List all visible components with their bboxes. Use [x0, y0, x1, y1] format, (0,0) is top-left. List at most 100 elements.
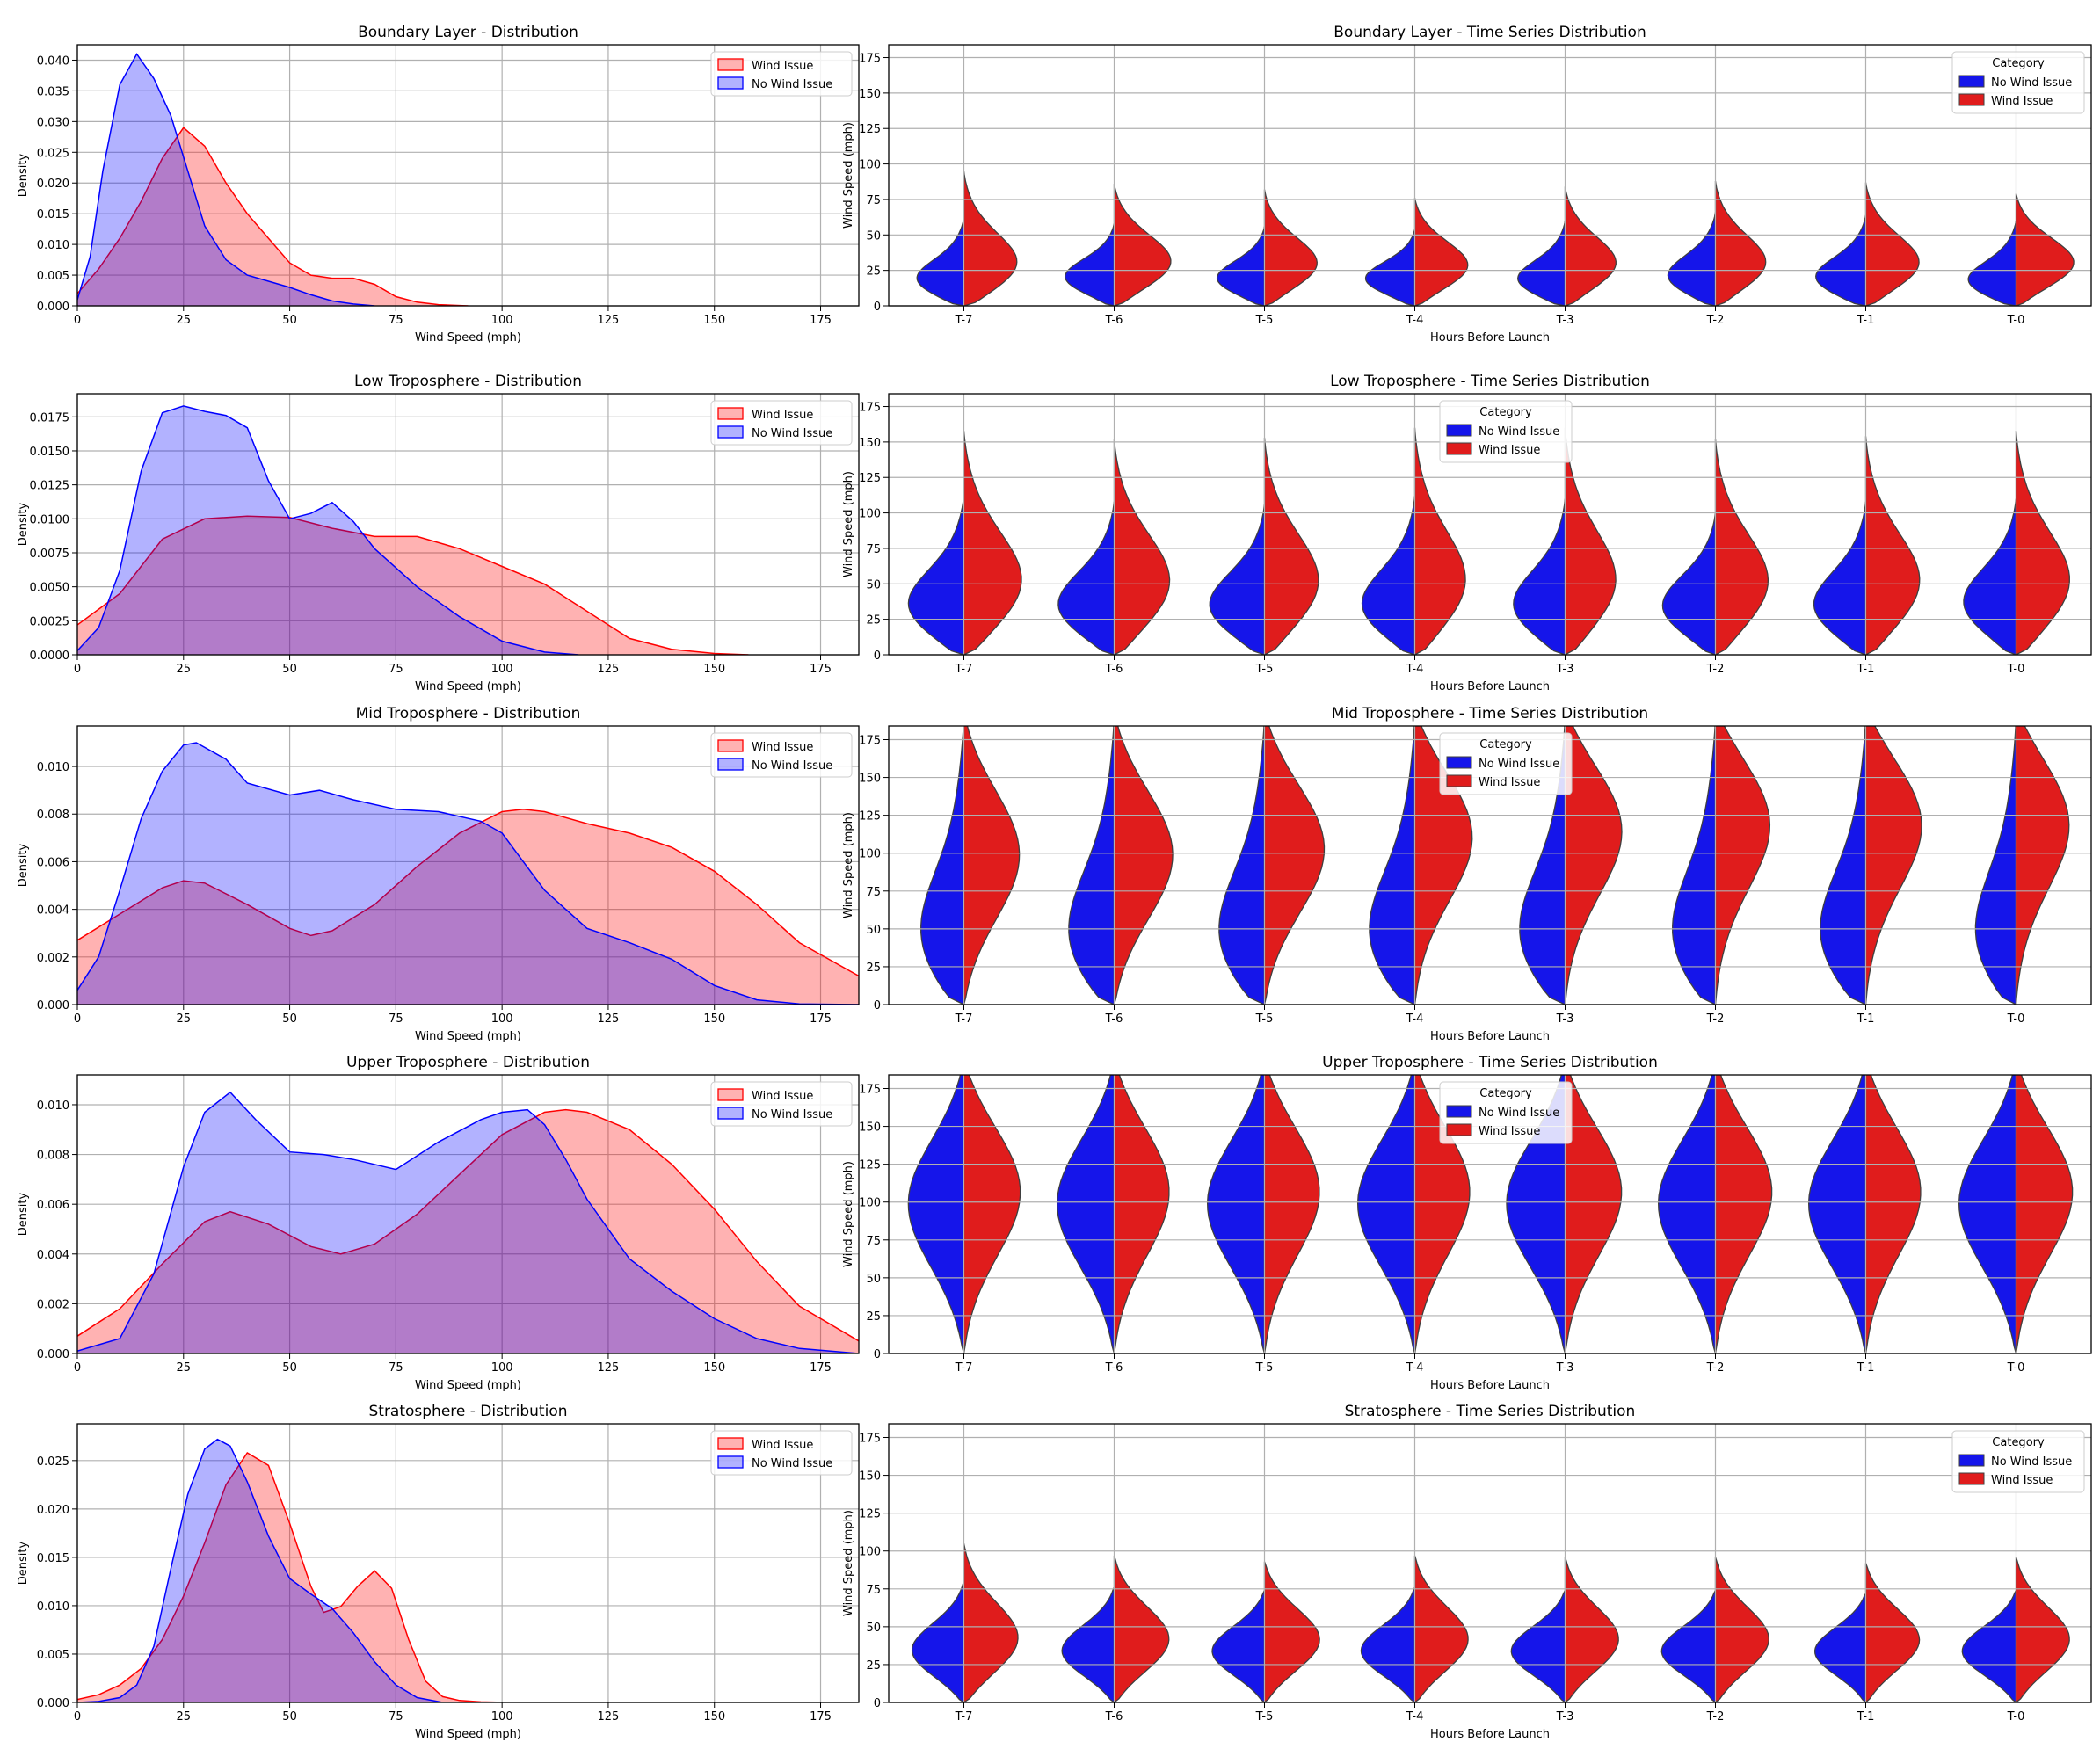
legend-title: Category [1479, 406, 1532, 419]
violin-wind-issue [1864, 182, 1920, 306]
chart-title: Boundary Layer - Distribution [358, 24, 578, 41]
legend: Category No Wind Issue Wind Issue [1951, 1430, 2085, 1493]
x-tick-label: T-7 [955, 1012, 973, 1026]
x-tick-label: T-7 [955, 314, 973, 327]
x-tick-label: T-2 [1706, 1710, 1725, 1724]
line-wind-issue [77, 1451, 528, 1702]
violin-wind-issue [1564, 427, 1617, 655]
x-axis-label: Wind Speed (mph) [415, 331, 521, 345]
x-tick-label: 125 [598, 1710, 620, 1724]
x-tick-label: 125 [598, 1012, 620, 1026]
x-axis-label: Wind Speed (mph) [415, 1379, 521, 1392]
legend-swatch [1958, 1472, 1985, 1485]
y-tick-label: 0.004 [37, 904, 69, 918]
axes-frame [888, 44, 2092, 307]
violin-no-wind-issue [1206, 1075, 1266, 1353]
legend-box [1439, 400, 1573, 463]
x-tick-label: 125 [598, 1361, 620, 1375]
legend-swatch [1446, 442, 1472, 455]
x-tick-label: T-3 [1556, 1710, 1574, 1724]
y-tick-label: 0.025 [37, 147, 69, 160]
x-tick-label: T-2 [1706, 314, 1725, 327]
violin-panel: T-7 T-6 T-5 T-4 T-3 T-2 T-1 T-0 0 25 50 75 100 125 150… [842, 24, 2092, 345]
y-tick-label: 175 [859, 402, 881, 415]
y-axis-label: Density [17, 502, 30, 546]
y-tick-label: 75 [866, 1584, 881, 1597]
density-panel: 0 25 50 75 100 125 150 175 0.0000 0.0025 0.0050 0.0… [17, 373, 860, 693]
violin-no-wind-issue [1660, 1590, 1717, 1702]
legend-label: Wind Issue [1479, 1125, 1540, 1138]
legend-swatch [717, 76, 744, 90]
x-axis-label: Wind Speed (mph) [415, 680, 521, 693]
legend-swatch [1958, 1454, 1985, 1467]
x-tick-label: 25 [177, 1361, 192, 1375]
violin-no-wind-issue [1369, 726, 1416, 1005]
y-tick-label: 0.020 [37, 178, 69, 191]
x-tick-label: 150 [703, 663, 725, 676]
violin-no-wind-issue [1672, 726, 1717, 1005]
legend-swatch [717, 425, 744, 439]
legend-swatch [717, 58, 744, 71]
violin-no-wind-issue [1360, 1586, 1416, 1702]
x-axis-label: Wind Speed (mph) [415, 1728, 521, 1741]
y-tick-label: 0.000 [37, 1348, 69, 1361]
violin-wind-issue [1714, 180, 1767, 306]
violin-wind-issue [2015, 1557, 2070, 1702]
y-tick-label: 0.010 [37, 1600, 69, 1614]
legend: Category No Wind Issue Wind Issue [1439, 1081, 1573, 1144]
y-tick-label: 0.000 [37, 1697, 69, 1710]
violin-wind-issue [1564, 1557, 1619, 1702]
x-tick-label: 50 [282, 1710, 297, 1724]
x-tick-label: T-6 [1105, 314, 1123, 327]
y-tick-label: 100 [859, 508, 881, 521]
x-tick-label: T-5 [1255, 314, 1274, 327]
axes-frame [76, 1074, 860, 1354]
y-tick-label: 0.0125 [30, 480, 70, 493]
y-tick-label: 0.0175 [30, 411, 70, 425]
violin-wind-issue [1263, 1561, 1320, 1702]
violin-no-wind-issue [1815, 214, 1867, 306]
y-tick-label: 0.000 [37, 999, 69, 1012]
y-tick-label: 0.020 [37, 1504, 69, 1517]
violin-wind-issue [1263, 189, 1318, 306]
violin-no-wind-issue [920, 726, 965, 1005]
chart-title: Stratosphere - Distribution [368, 1403, 567, 1420]
x-tick-label: 75 [389, 314, 403, 327]
violin-no-wind-issue [1513, 498, 1566, 655]
legend-box [1951, 51, 2085, 114]
y-tick-label: 0.0075 [30, 548, 70, 561]
x-tick-label: T-1 [1857, 663, 1875, 676]
legend-title: Category [1992, 1436, 2045, 1449]
y-tick-label: 100 [859, 1546, 881, 1559]
y-tick-label: 25 [866, 265, 881, 279]
x-tick-label: T-5 [1255, 1012, 1274, 1026]
legend-title: Category [1992, 57, 2045, 70]
legend-title: Category [1479, 1087, 1532, 1100]
y-tick-label: 0.005 [37, 270, 69, 283]
violin-wind-issue [1864, 1075, 1922, 1353]
violin-wind-issue [963, 1075, 1021, 1353]
x-tick-label: 175 [810, 314, 832, 327]
y-tick-label: 25 [866, 614, 881, 628]
violin-wind-issue [1564, 726, 1623, 1005]
x-axis-label: Hours Before Launch [1430, 1728, 1550, 1741]
x-tick-label: 0 [74, 663, 81, 676]
y-tick-label: 0.0000 [30, 650, 70, 663]
violin-wind-issue [1113, 184, 1172, 306]
legend-box [710, 1430, 853, 1476]
legend-label: Wind Issue [1479, 776, 1540, 789]
x-tick-label: T-2 [1706, 663, 1725, 676]
axes-frame [76, 725, 860, 1005]
x-tick-label: 175 [810, 1361, 832, 1375]
y-axis-label: Wind Speed (mph) [842, 122, 855, 229]
legend-label: Wind Issue [1991, 1474, 2053, 1487]
legend-label: No Wind Issue [752, 759, 832, 773]
area-no-wind-issue [77, 1439, 443, 1702]
violin-wind-issue [1864, 1563, 1921, 1702]
chart-title: Upper Troposphere - Distribution [346, 1054, 590, 1071]
x-tick-label: T-7 [955, 1710, 973, 1724]
x-tick-label: 0 [74, 1012, 81, 1026]
x-tick-label: T-2 [1706, 1361, 1725, 1375]
y-tick-label: 125 [859, 472, 881, 485]
line-no-wind-issue [77, 405, 579, 655]
